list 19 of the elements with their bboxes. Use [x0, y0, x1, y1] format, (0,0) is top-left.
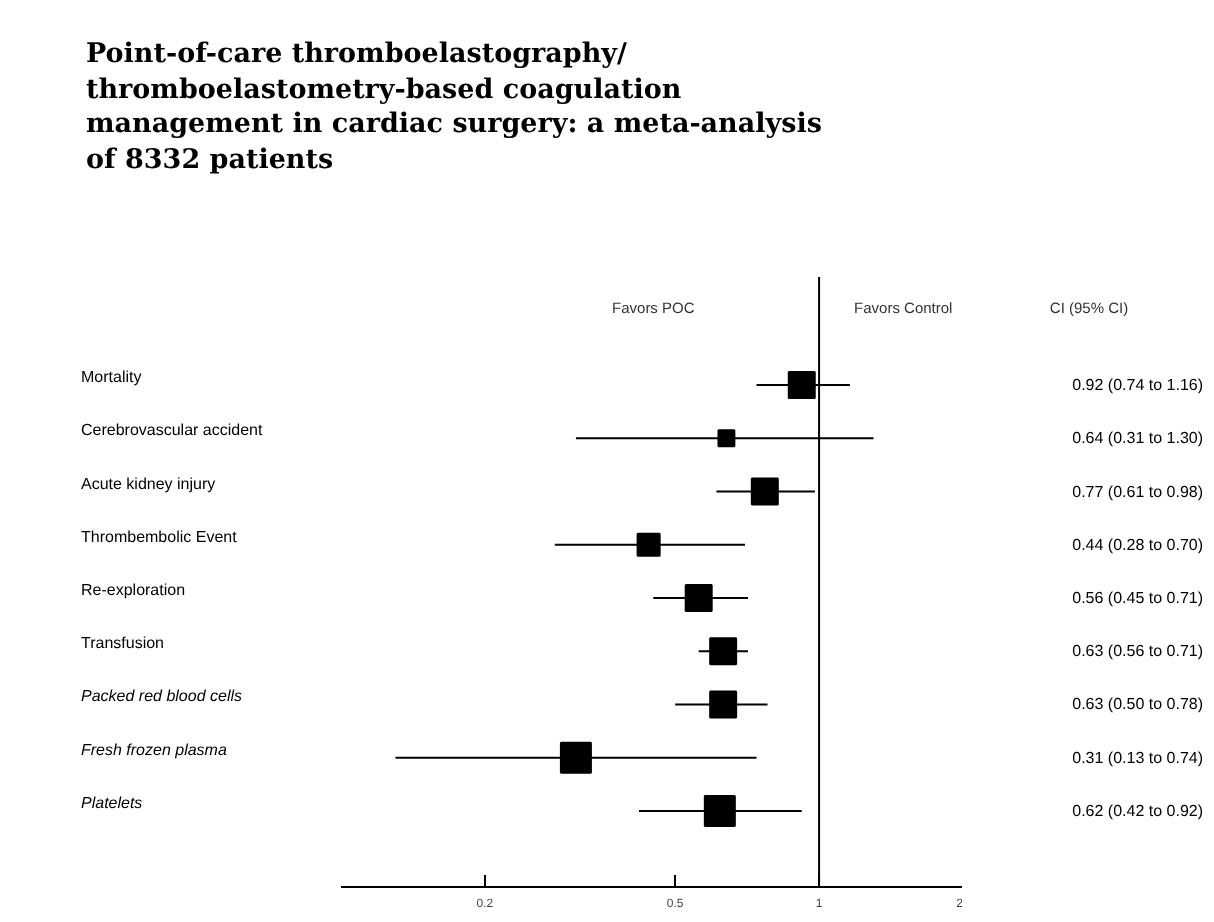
y-tick-label: Fresh frozen plasma — [81, 740, 228, 759]
y-tick-label: Cerebrovascular accident — [81, 421, 264, 440]
y-tick-label: Thrombembolic Event — [81, 527, 239, 546]
y-tick-label: Platelets — [81, 793, 143, 812]
data-label: 0.62 (0.42 to 0.92) — [1072, 801, 1204, 820]
data-label: 0.92 (0.74 to 1.16) — [1072, 376, 1204, 395]
data-label: 0.77 (0.61 to 0.98) — [1072, 482, 1204, 501]
y-tick-label: Transfusion — [81, 634, 164, 653]
chart-title: Point-of-care thromboelastography/ thromboelastometry-based coagulation management in cardiac surgery: a meta-analysis of 8332 patients — [86, 38, 822, 179]
data-label: 0.56 (0.45 to 0.71) — [1072, 588, 1204, 607]
data-label: 0.31 (0.13 to 0.74) — [1072, 748, 1204, 767]
y-tick-label: Packed red blood cells — [81, 687, 242, 706]
y-tick-label: Re-exploration — [81, 580, 186, 599]
data-label: 0.64 (0.31 to 1.30) — [1072, 429, 1204, 448]
y-tick-label: Acute kidney injury — [81, 474, 216, 493]
data-label: 0.44 (0.28 to 0.70) — [1072, 535, 1204, 554]
y-tick-label: Mortality — [81, 368, 142, 387]
data-label: 0.63 (0.56 to 0.71) — [1072, 642, 1204, 661]
data-label: 0.63 (0.50 to 0.78) — [1072, 695, 1204, 714]
